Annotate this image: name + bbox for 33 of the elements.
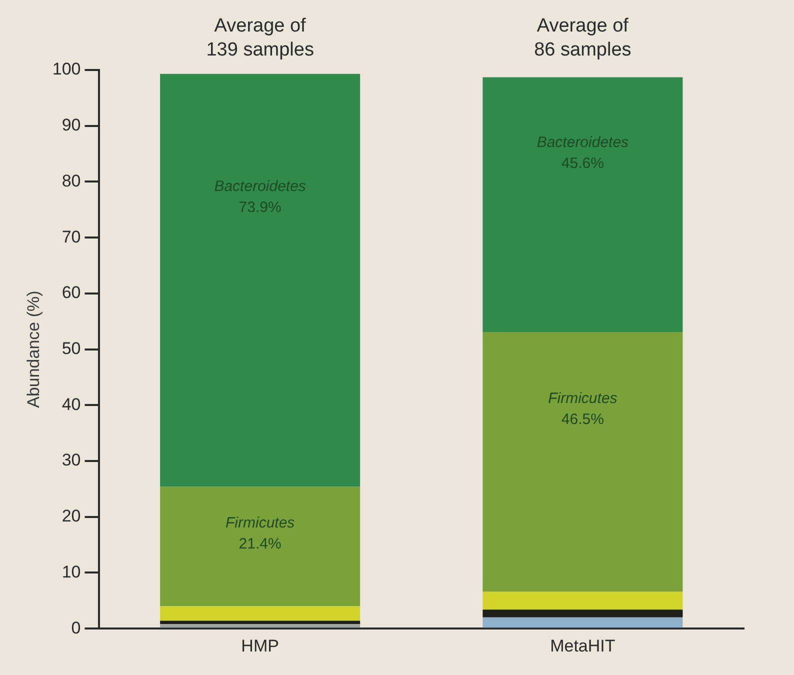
y-tick-label: 0 xyxy=(71,618,81,638)
data-label: 46.5% xyxy=(561,411,604,428)
bar xyxy=(482,617,683,628)
data-label: 21.4% xyxy=(238,536,282,553)
y-tick-label: 20 xyxy=(62,506,81,526)
bar xyxy=(482,592,683,610)
y-tick-label: 10 xyxy=(62,562,81,582)
bar xyxy=(482,332,683,592)
data-label: 45.6% xyxy=(561,154,604,172)
y-tick-label: 100 xyxy=(52,60,81,79)
bar xyxy=(482,77,683,332)
bar xyxy=(482,610,683,618)
y-tick-label: 60 xyxy=(62,283,81,302)
y-tick-label: 40 xyxy=(62,394,81,414)
y-tick-label: 50 xyxy=(62,338,81,358)
series-label: Firmicutes xyxy=(225,514,296,532)
text: Average of 86 samples xyxy=(534,16,632,61)
text: Firmicutes xyxy=(548,390,618,408)
data-label: 73.9% xyxy=(238,198,282,216)
y-tick-label: 80 xyxy=(62,171,81,190)
y-tick-label: 90 xyxy=(62,116,81,135)
y-axis-title: Abundance (%) xyxy=(24,290,43,408)
bar xyxy=(160,486,360,606)
y-tick-label: 30 xyxy=(62,450,81,470)
text: Average of 139 samples xyxy=(206,16,314,61)
text: Bacteroidetes xyxy=(536,134,629,151)
bar xyxy=(160,606,360,621)
x-tick-label: MetaHIT xyxy=(550,636,616,656)
bar xyxy=(160,74,360,487)
bar xyxy=(160,624,360,628)
x-tick-label: HMP xyxy=(241,636,279,656)
series-label: Bacteroidetes xyxy=(214,178,306,195)
y-tick-label: 70 xyxy=(62,227,81,246)
